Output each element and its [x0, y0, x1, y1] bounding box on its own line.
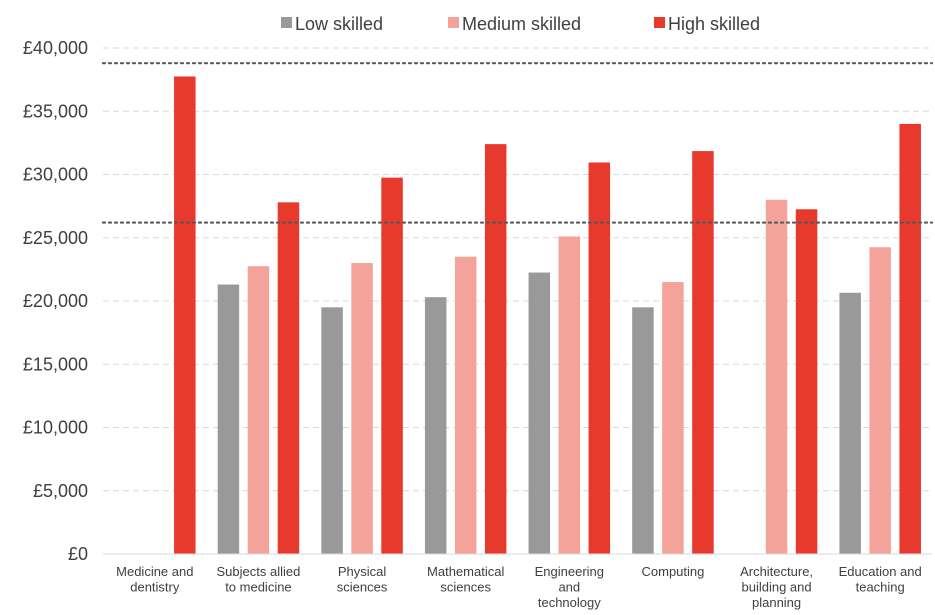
bar: [899, 123, 921, 555]
y-axis: £0 £5,000 £10,000 £15,000 £20,000 £25,000 £30,…: [23, 38, 88, 564]
x-axis: Medicine and dentistry Subjects allied to m…: [103, 553, 932, 610]
bar: [869, 247, 891, 555]
gridlines: [103, 47, 932, 492]
x-tick-label: Mathematical sciences: [427, 564, 504, 595]
x-tick-label-line: to medicine: [225, 580, 291, 595]
y-tick-label: £35,000: [23, 101, 88, 121]
x-tick-label-line: Education and: [839, 564, 922, 579]
x-tick-label-line: teaching: [856, 580, 905, 595]
y-tick-label: £40,000: [23, 38, 88, 58]
y-tick-label: £15,000: [23, 354, 88, 374]
x-tick-label-line: sciences: [440, 580, 491, 595]
legend-label: Low skilled: [295, 14, 383, 34]
y-tick-label: £30,000: [23, 165, 88, 185]
bar: [484, 144, 507, 554]
bar: [381, 177, 403, 554]
bar: [558, 236, 581, 555]
bar: [351, 263, 373, 554]
x-tick-label-line: building and: [742, 580, 812, 595]
x-tick-label-line: Architecture,: [740, 564, 813, 579]
bar: [839, 292, 861, 554]
bar: [528, 272, 551, 554]
bar: [662, 282, 684, 554]
bar: [692, 151, 714, 554]
x-tick-label: Medicine and dentistry: [116, 564, 193, 595]
bar: [247, 266, 270, 554]
y-tick-label: £5,000: [33, 481, 88, 501]
x-tick-label: Computing: [642, 564, 705, 579]
bars: [174, 76, 921, 555]
x-tick-label-line: Mathematical: [427, 564, 504, 579]
x-tick-label-line: Physical: [338, 564, 387, 579]
bar: [217, 284, 240, 554]
bar: [321, 307, 343, 554]
bar: [454, 256, 477, 554]
x-tick-label-line: technology: [538, 595, 601, 610]
bar: [765, 199, 788, 555]
legend-swatch: [654, 17, 665, 28]
legend-label: High skilled: [668, 14, 760, 34]
x-tick-label: Education and teaching: [839, 564, 922, 595]
x-tick-label-line: and: [558, 580, 580, 595]
x-tick-label-line: Medicine and: [116, 564, 193, 579]
bar: [424, 297, 447, 554]
x-tick-label: Physical sciences: [337, 564, 388, 595]
y-tick-label: £25,000: [23, 228, 88, 248]
x-tick-label-line: dentistry: [130, 580, 180, 595]
bar: [174, 76, 196, 555]
x-tick-label-line: Engineering: [535, 564, 604, 579]
bar: [277, 202, 300, 554]
legend-swatch: [448, 17, 459, 28]
x-tick-label: Architecture, building and planning: [740, 564, 813, 610]
x-tick-label-line: planning: [752, 595, 801, 610]
x-tick-label: Engineering and technology: [535, 564, 604, 610]
x-tick-label: Subjects allied to medicine: [217, 564, 301, 595]
y-tick-label: £0: [68, 544, 88, 564]
reference-lines: [101, 62, 934, 224]
x-tick-label-line: Subjects allied: [217, 564, 301, 579]
legend: Low skilled Medium skilled High skilled: [281, 14, 760, 34]
legend-label: Medium skilled: [462, 14, 581, 34]
bar: [795, 209, 818, 554]
x-tick-label-line: Computing: [642, 564, 705, 579]
y-tick-label: £20,000: [23, 291, 88, 311]
bar: [632, 307, 654, 554]
legend-swatch: [281, 17, 292, 28]
x-tick-label-line: sciences: [337, 580, 388, 595]
bar: [588, 162, 611, 555]
y-tick-label: £10,000: [23, 418, 88, 438]
